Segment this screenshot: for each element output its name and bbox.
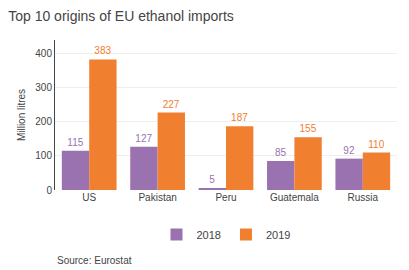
svg-text:0: 0 (46, 185, 52, 196)
svg-text:5: 5 (209, 174, 215, 185)
svg-text:300: 300 (35, 82, 52, 93)
svg-text:227: 227 (163, 99, 180, 110)
svg-text:115: 115 (67, 137, 83, 148)
svg-text:Russia: Russia (348, 192, 379, 203)
svg-text:Source: Eurostat: Source: Eurostat (57, 255, 132, 266)
svg-text:383: 383 (94, 45, 111, 56)
svg-text:110: 110 (368, 139, 384, 150)
svg-text:187: 187 (231, 112, 248, 123)
svg-text:127: 127 (135, 133, 152, 144)
svg-text:92: 92 (343, 145, 355, 156)
svg-text:Million litres: Million litres (16, 89, 27, 141)
svg-text:400: 400 (35, 48, 52, 59)
svg-text:2018: 2018 (197, 229, 221, 241)
svg-text:Top 10 origins of EU ethanol i: Top 10 origins of EU ethanol imports (8, 8, 234, 24)
svg-text:2019: 2019 (266, 229, 290, 241)
svg-text:US: US (82, 192, 96, 203)
svg-text:155: 155 (300, 123, 317, 134)
svg-text:200: 200 (35, 116, 52, 127)
svg-text:Guatemala: Guatemala (270, 192, 319, 203)
svg-text:Peru: Peru (215, 192, 236, 203)
svg-text:85: 85 (275, 147, 287, 158)
svg-text:100: 100 (35, 150, 52, 161)
svg-text:Pakistan: Pakistan (138, 192, 176, 203)
